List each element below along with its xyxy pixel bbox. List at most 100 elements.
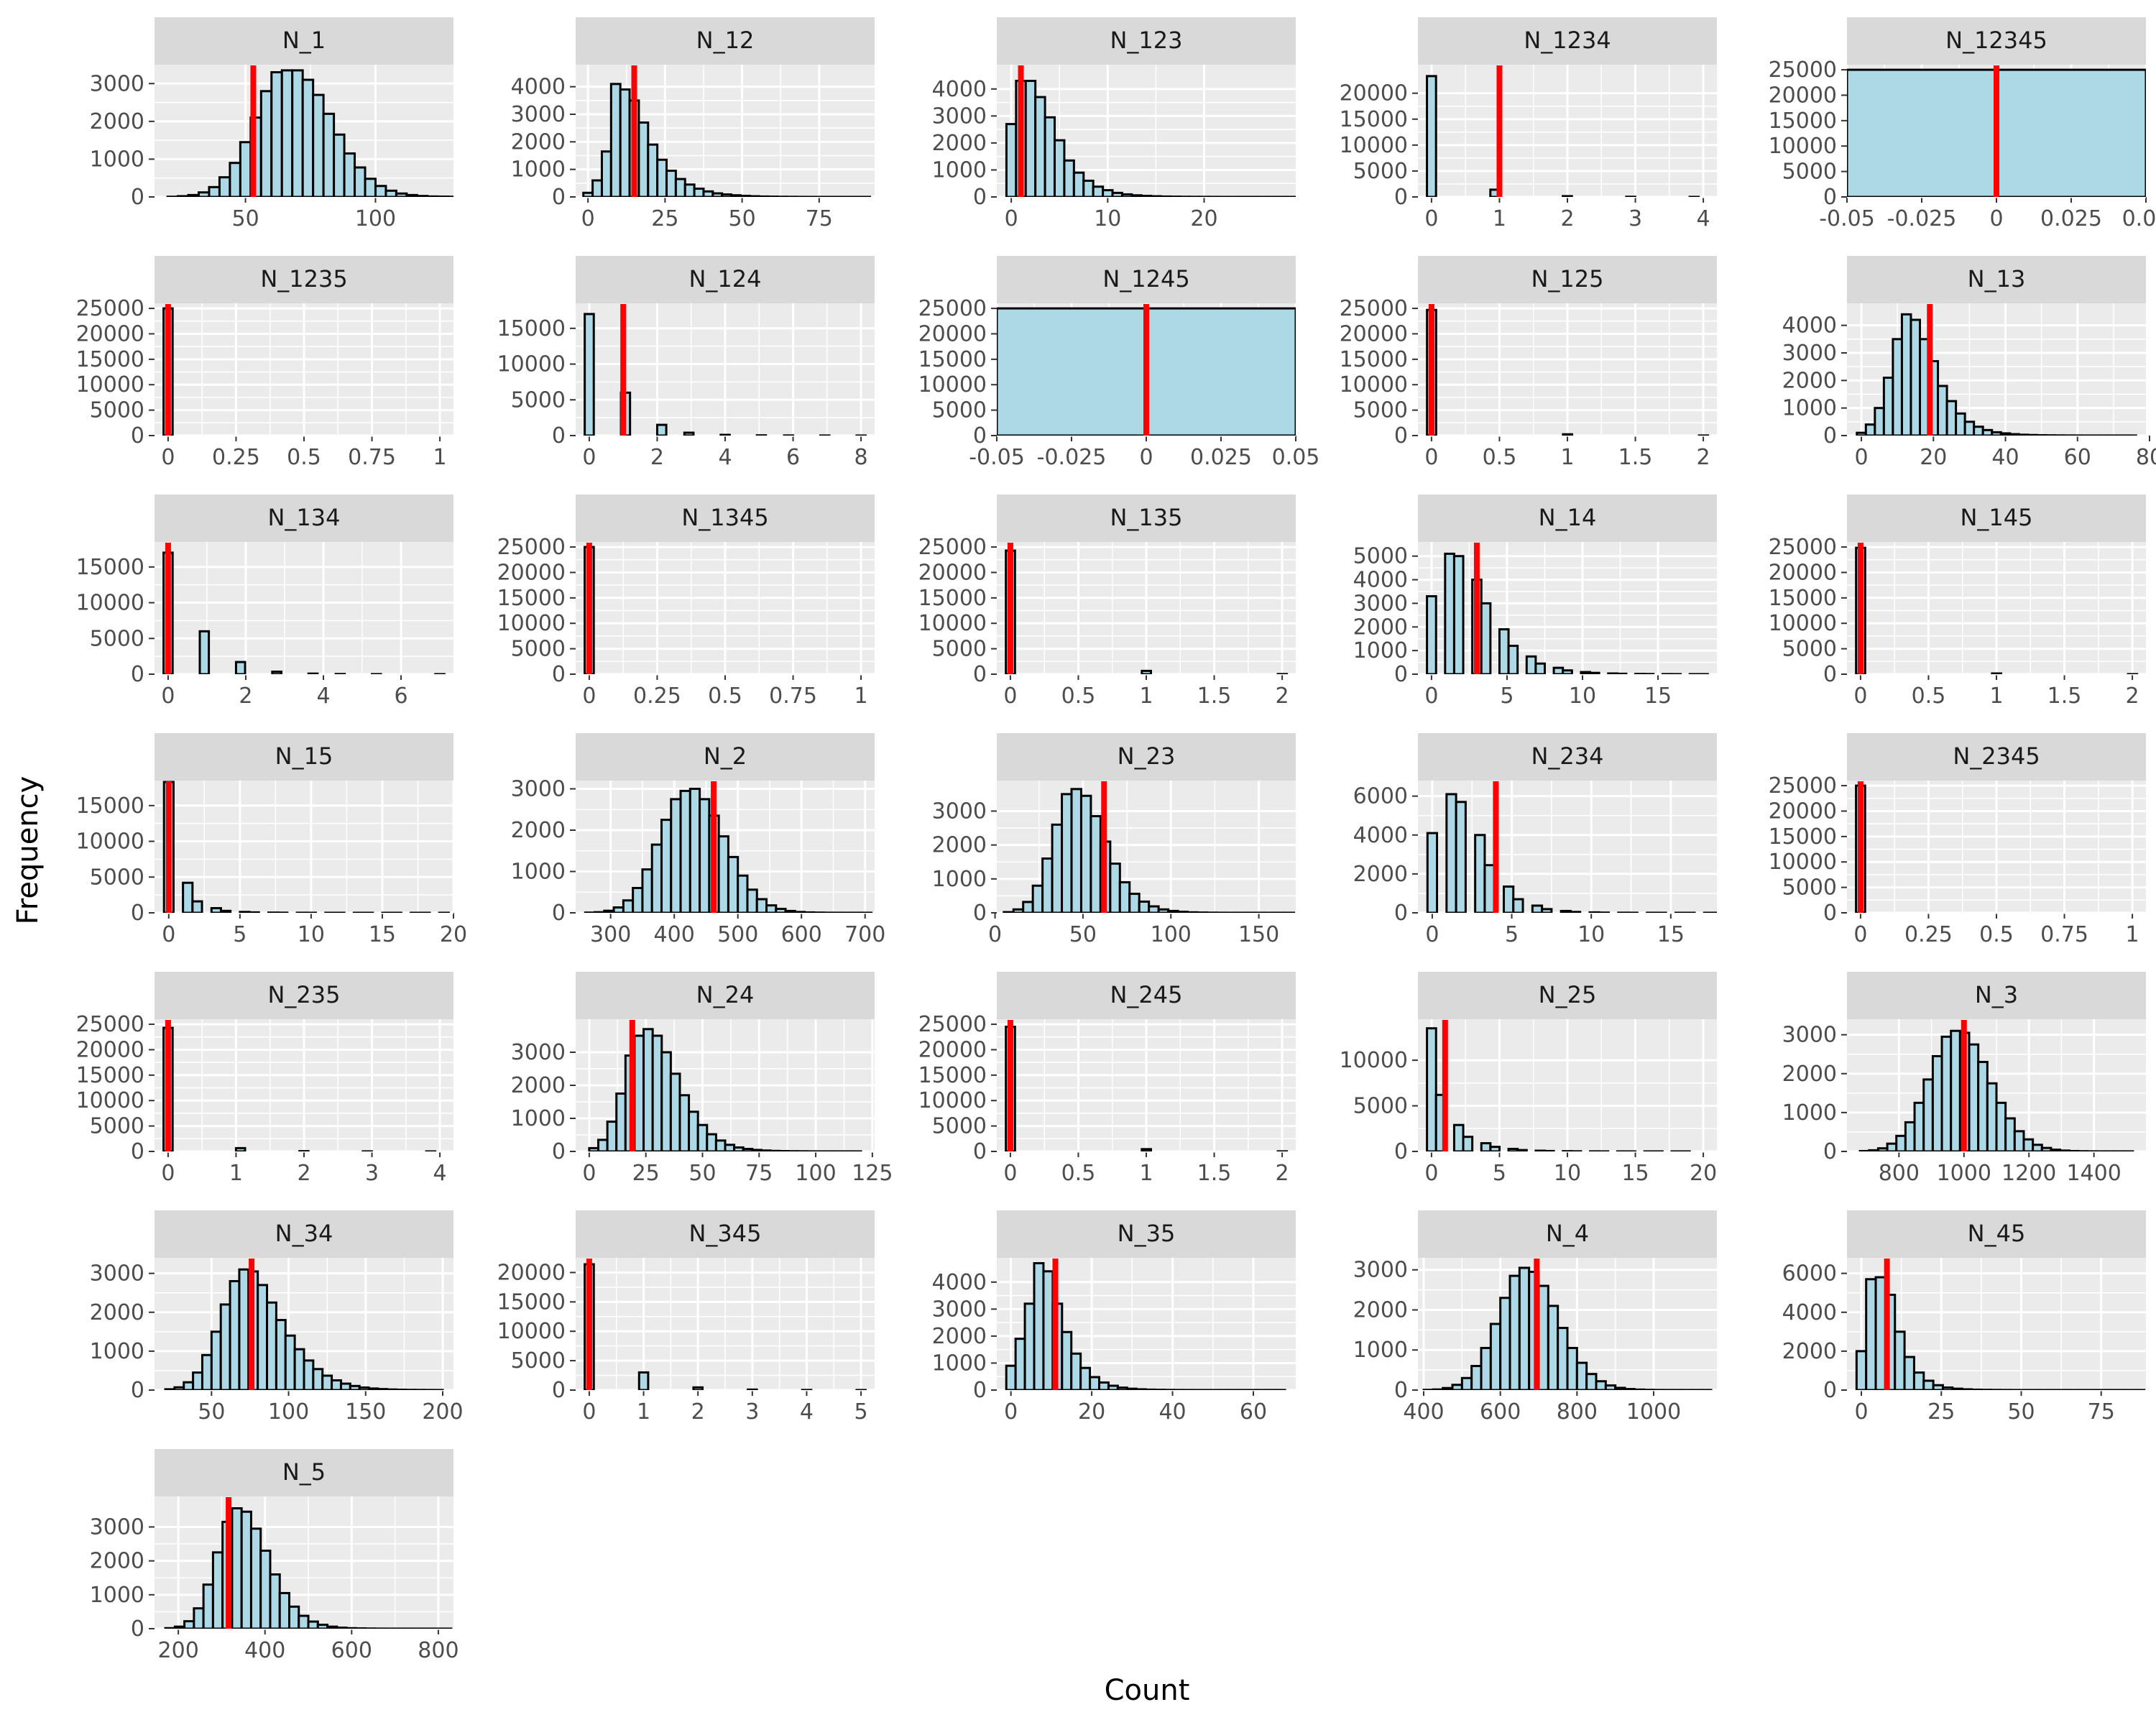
histogram-bar — [1474, 834, 1486, 913]
x-tick-label: 1 — [1493, 206, 1506, 231]
facet-title: N_234 — [1531, 742, 1603, 770]
histogram-bar — [1063, 159, 1075, 197]
y-tick-label: 15000 — [497, 586, 566, 611]
histogram-bar — [688, 788, 701, 913]
y-tick-label: 3000 — [1782, 1023, 1837, 1048]
y-tick-label: 10000 — [1340, 133, 1408, 158]
y-tick-label: 0 — [1394, 185, 1408, 210]
facet-panel: N_25 0 5 10 15 20 0 5000 10000 — [1340, 972, 1717, 1186]
histogram-bar — [633, 1034, 645, 1151]
histogram-bars — [582, 65, 872, 197]
histogram-bar — [647, 143, 659, 197]
y-tick-label: 20000 — [1769, 560, 1837, 585]
x-tick-label: 4 — [1697, 206, 1710, 231]
histogram-bar — [1940, 1035, 1953, 1151]
y-tick-label: 10000 — [1769, 611, 1837, 636]
y-tick-label: 10000 — [918, 1088, 987, 1113]
histogram-bar — [1455, 801, 1467, 913]
strip-background — [1847, 972, 2146, 1019]
histogram-bar — [696, 1123, 709, 1151]
x-tick-label: 5 — [854, 1399, 868, 1425]
histogram-bar — [1986, 1082, 1998, 1151]
histogram-bar — [307, 1620, 319, 1629]
facet-title: N_3 — [1975, 981, 2018, 1008]
y-axis-title: Frequency — [11, 776, 45, 925]
x-tick-label: 0.05 — [1272, 445, 1320, 470]
histogram-bar — [1098, 1381, 1110, 1390]
x-tick-label: 10 — [298, 922, 325, 947]
histogram-bar — [322, 112, 336, 197]
histogram-bar — [1595, 1380, 1607, 1390]
histogram-bar — [1585, 1373, 1598, 1390]
x-tick-label: 4 — [316, 684, 330, 709]
x-tick-label: 100 — [1151, 922, 1192, 947]
histogram-bar — [674, 178, 686, 197]
x-tick-label: 1.5 — [1618, 445, 1653, 470]
x-tick-label: 0.5 — [1483, 445, 1517, 470]
histogram-bar — [693, 188, 705, 197]
x-tick-label: 2 — [297, 1161, 310, 1186]
strip-background — [155, 1449, 453, 1496]
x-tick-label: 1 — [854, 684, 868, 709]
histogram-bar — [717, 835, 729, 913]
facet-title: N_1235 — [260, 265, 347, 293]
histogram-bar — [683, 431, 695, 436]
histogram-bar — [615, 1092, 627, 1151]
y-tick-label: 0 — [552, 901, 566, 926]
histogram-bar — [1951, 1387, 1963, 1390]
facet-title: N_1345 — [681, 504, 768, 531]
x-tick-label: 0 — [1424, 206, 1438, 231]
x-tick-label: 2 — [1276, 1161, 1289, 1186]
histogram-bar — [1892, 338, 1903, 436]
y-tick-label: 5000 — [1353, 398, 1408, 423]
histogram-bar — [1128, 893, 1141, 913]
histogram-bar — [1977, 1061, 1989, 1151]
facet-title: N_25 — [1539, 981, 1597, 1008]
histogram-bar — [1022, 901, 1034, 913]
histogram-bar — [312, 93, 325, 197]
facet-panel: N_15 0 5 10 15 20 0 5000 10000 15000 — [76, 733, 467, 947]
histogram-bars — [1426, 781, 1717, 913]
y-tick-label: 5000 — [511, 387, 566, 413]
x-tick-label: 0 — [582, 1399, 596, 1425]
x-tick-label: 600 — [331, 1638, 372, 1663]
x-tick-label: 100 — [795, 1161, 836, 1186]
histogram-bar — [1623, 1388, 1636, 1390]
histogram-bar — [1562, 669, 1573, 674]
histogram-bar — [1512, 898, 1524, 913]
histogram-bar — [1005, 1364, 1017, 1390]
histogram-bar — [231, 1507, 243, 1629]
facet-title: N_4 — [1546, 1220, 1589, 1247]
histogram-bar — [1444, 552, 1455, 674]
histogram-bar — [679, 789, 691, 913]
x-tick-label: 0.5 — [1061, 1161, 1096, 1186]
y-tick-label: 4000 — [1353, 568, 1408, 593]
histogram-bar — [331, 1379, 342, 1390]
histogram-bar — [688, 1110, 699, 1151]
y-tick-label: 0 — [552, 1139, 566, 1164]
x-tick-label: 0 — [1424, 445, 1438, 470]
histogram-bar — [301, 78, 315, 197]
y-tick-label: 6000 — [1353, 784, 1408, 809]
y-tick-label: 3000 — [511, 102, 566, 127]
histogram-bar — [1187, 911, 1199, 913]
histogram-bar — [182, 881, 194, 913]
histogram-bar — [591, 179, 603, 197]
x-tick-label: 5 — [1500, 684, 1514, 709]
histogram-bar — [1150, 195, 1162, 197]
x-tick-label: 60 — [2064, 445, 2091, 470]
y-tick-label: 0 — [1823, 1139, 1837, 1164]
facet-title: N_5 — [282, 1458, 326, 1486]
histogram-bar — [619, 88, 631, 197]
y-tick-label: 0 — [131, 662, 144, 687]
strip-background — [155, 733, 453, 781]
histogram-bars — [1858, 1020, 2134, 1151]
y-tick-label: 3000 — [511, 777, 566, 802]
histogram-bar — [1999, 432, 2012, 436]
histogram-bar — [721, 193, 733, 197]
histogram-bar — [1865, 1278, 1877, 1390]
x-tick-label: 0 — [1004, 1399, 1018, 1425]
histogram-bar — [386, 1388, 398, 1390]
